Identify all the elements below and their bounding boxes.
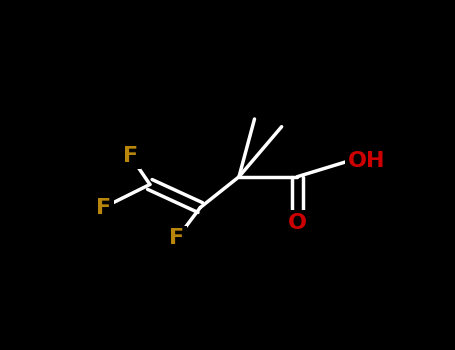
Text: O: O — [288, 213, 307, 233]
Text: F: F — [96, 197, 111, 218]
Text: F: F — [169, 228, 185, 248]
Text: F: F — [123, 146, 138, 166]
Text: OH: OH — [348, 151, 385, 172]
